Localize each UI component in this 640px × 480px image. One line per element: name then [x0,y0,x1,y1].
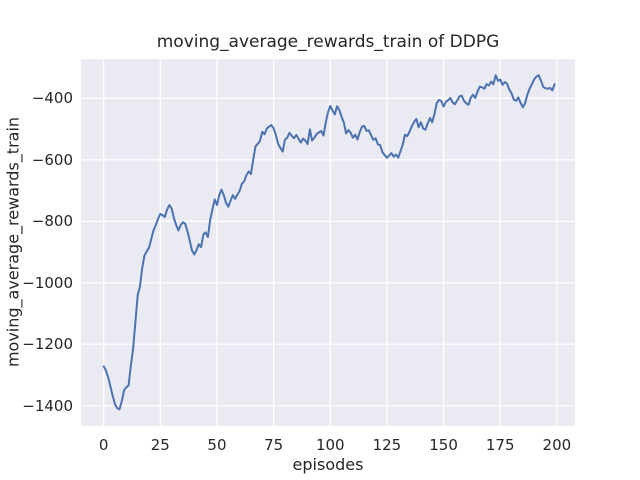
y-tick-label: −800 [31,212,73,231]
x-tick-label: 75 [264,436,284,454]
y-tick-label: −600 [31,150,73,169]
x-tick-label: 125 [372,436,402,454]
gridlines [81,59,575,426]
y-tick-label: −1400 [22,396,73,415]
rewards-line [102,74,556,411]
x-tick-label: 150 [429,436,458,454]
x-tick-label: 25 [150,436,170,454]
y-tick-label: −1000 [22,273,73,292]
chart-title: moving_average_rewards_train of DDPG [156,32,500,52]
x-tick-label: 100 [315,436,345,454]
x-tick-label: 0 [98,436,109,454]
x-tick-label: 50 [207,436,227,454]
x-tick-label: 175 [485,436,515,454]
plot-background [81,59,575,426]
x-tick-label: 200 [542,436,572,454]
x-axis-label: episodes [292,455,364,474]
plot-area [81,59,575,426]
y-tick-label: −400 [31,89,73,108]
y-tick-label: −1200 [22,335,73,354]
